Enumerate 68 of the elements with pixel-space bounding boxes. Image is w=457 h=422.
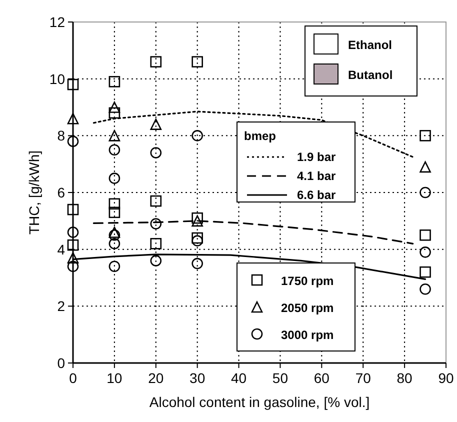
y-tick-label: 12 <box>49 14 66 30</box>
point <box>420 266 431 278</box>
point <box>192 215 203 227</box>
point <box>150 56 162 68</box>
point <box>192 232 203 244</box>
legend-label: 3000 rpm <box>281 328 334 342</box>
legend-label: 1750 rpm <box>281 274 334 288</box>
legend-label: 6.6 bar <box>297 188 336 202</box>
point <box>108 260 120 272</box>
point <box>108 102 120 113</box>
point <box>108 76 120 88</box>
point <box>150 218 162 230</box>
point <box>67 112 79 124</box>
point <box>67 78 79 90</box>
point <box>108 198 120 210</box>
point <box>67 239 79 251</box>
point <box>150 118 162 130</box>
legend-label: 2050 rpm <box>281 301 334 315</box>
point <box>67 260 79 272</box>
annotation: Ethanol <box>348 38 392 52</box>
point <box>67 226 79 238</box>
x-tick-label: 0 <box>69 370 78 386</box>
point <box>150 147 162 158</box>
y-tick-label: 6 <box>57 184 66 200</box>
point <box>67 136 79 147</box>
x-tick-label: 40 <box>230 370 247 386</box>
y-axis-title: THC, [g/kWh] <box>26 150 42 235</box>
point <box>108 206 120 218</box>
point <box>108 238 120 250</box>
point <box>108 226 120 238</box>
annotation: Butanol <box>348 68 393 82</box>
legend-title: bmep <box>244 129 276 143</box>
x-tick-label: 30 <box>190 370 206 386</box>
point <box>108 130 120 142</box>
point <box>150 195 162 207</box>
y-tick-label: 4 <box>57 241 66 258</box>
point <box>192 130 203 142</box>
y-tick-label: 2 <box>57 298 66 314</box>
legend-label: 1.9 bar <box>297 150 336 164</box>
point <box>420 246 431 258</box>
y-tick-label: 10 <box>49 70 66 87</box>
legend-label: 4.1 bar <box>297 169 336 183</box>
point <box>192 212 203 224</box>
point <box>192 235 203 246</box>
x-tick-label: 90 <box>438 370 454 386</box>
point <box>150 255 162 266</box>
point <box>420 186 431 198</box>
point <box>150 238 162 250</box>
x-tick-label: 60 <box>314 370 330 386</box>
point <box>67 204 79 216</box>
x-tick-label: 80 <box>396 370 413 386</box>
x-tick-label: 50 <box>272 370 288 386</box>
point <box>420 229 431 241</box>
y-tick-label: 0 <box>57 355 66 371</box>
point <box>108 144 120 156</box>
point <box>192 258 203 270</box>
x-tick-label: 70 <box>355 370 372 386</box>
y-tick-label: 8 <box>57 128 66 144</box>
fuel-legend: Ethanol Butanol <box>304 26 418 96</box>
x-tick-label: 20 <box>148 370 164 386</box>
x-tick-label: 10 <box>106 370 122 386</box>
point <box>192 56 203 68</box>
point <box>420 283 431 295</box>
point <box>108 172 120 184</box>
point <box>108 107 120 119</box>
point <box>420 130 431 142</box>
x-axis-title: Alcohol content in gasoline, [% vol.] <box>149 394 370 410</box>
point <box>420 161 431 173</box>
